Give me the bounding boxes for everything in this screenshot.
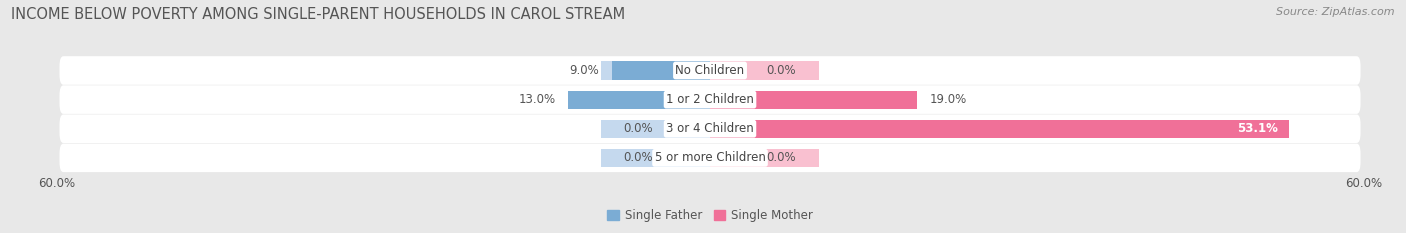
Bar [710, 120, 818, 138]
FancyBboxPatch shape [59, 56, 1361, 85]
Bar [710, 62, 818, 79]
Bar [710, 149, 754, 167]
Text: INCOME BELOW POVERTY AMONG SINGLE-PARENT HOUSEHOLDS IN CAROL STREAM: INCOME BELOW POVERTY AMONG SINGLE-PARENT… [11, 7, 626, 22]
Text: Source: ZipAtlas.com: Source: ZipAtlas.com [1277, 7, 1395, 17]
Bar [666, 120, 710, 138]
Text: 0.0%: 0.0% [624, 151, 654, 164]
Bar [602, 120, 710, 138]
Text: 13.0%: 13.0% [519, 93, 555, 106]
Bar [710, 120, 1289, 138]
FancyBboxPatch shape [59, 85, 1361, 114]
Text: 19.0%: 19.0% [931, 93, 967, 106]
Bar [602, 62, 710, 79]
Text: 3 or 4 Children: 3 or 4 Children [666, 122, 754, 135]
Text: 53.1%: 53.1% [1237, 122, 1278, 135]
Bar [710, 62, 754, 79]
Bar [710, 91, 917, 109]
Bar [602, 149, 710, 167]
Text: 0.0%: 0.0% [624, 122, 654, 135]
Text: 5 or more Children: 5 or more Children [655, 151, 765, 164]
Legend: Single Father, Single Mother: Single Father, Single Mother [602, 205, 818, 227]
Text: 0.0%: 0.0% [766, 64, 796, 77]
Bar [568, 91, 710, 109]
FancyBboxPatch shape [59, 144, 1361, 172]
Bar [710, 91, 818, 109]
Text: 0.0%: 0.0% [766, 151, 796, 164]
Text: 1 or 2 Children: 1 or 2 Children [666, 93, 754, 106]
Bar [710, 149, 818, 167]
Text: 9.0%: 9.0% [569, 64, 599, 77]
Bar [612, 62, 710, 79]
Bar [602, 91, 710, 109]
FancyBboxPatch shape [59, 114, 1361, 143]
Bar [666, 149, 710, 167]
Text: No Children: No Children [675, 64, 745, 77]
